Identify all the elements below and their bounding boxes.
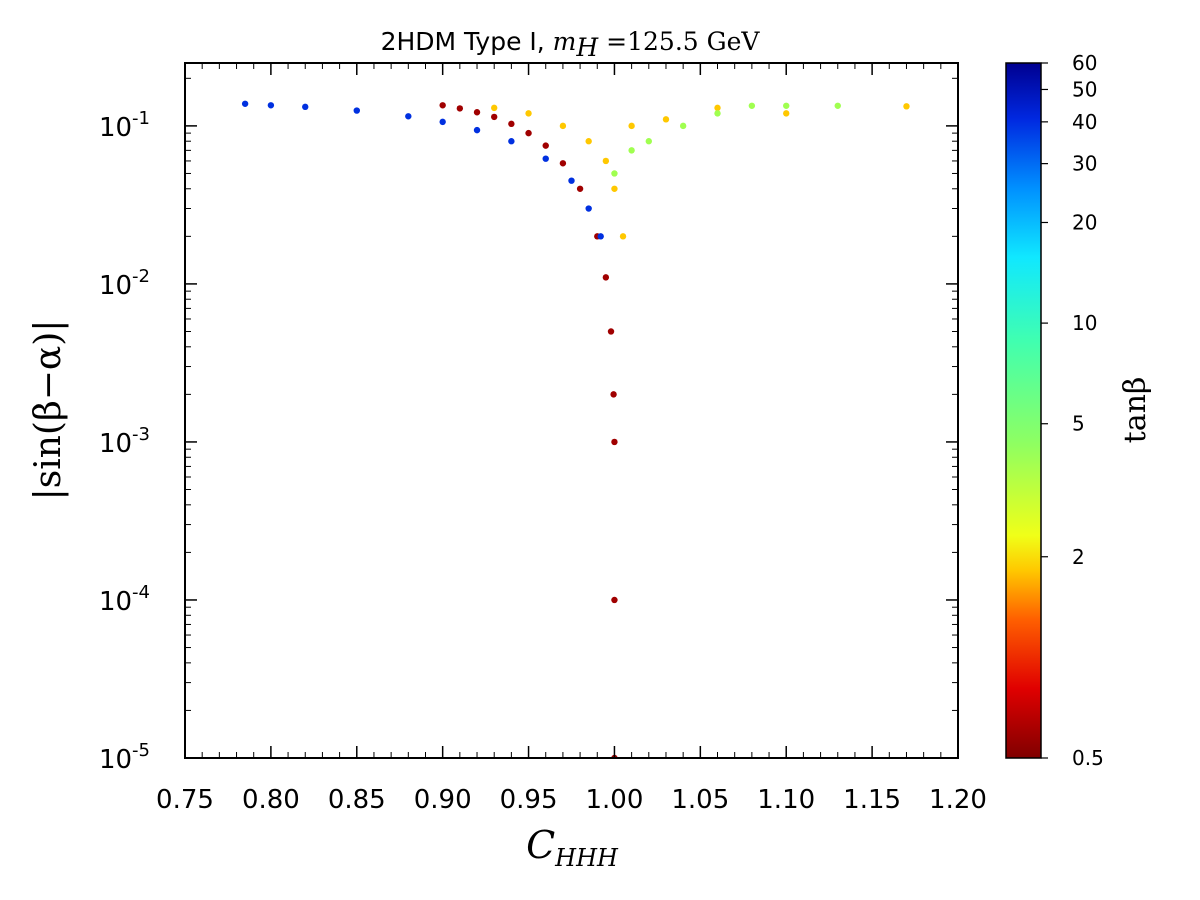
data-point [353,107,360,114]
data-point [241,100,249,107]
data-point [783,110,790,117]
x-tick-label: 1.20 [929,785,987,815]
data-point [473,126,481,134]
x-tick-label: 1.05 [671,785,729,815]
data-point [542,142,549,149]
data-point [576,185,584,192]
colorbar-tick-label: 2 [1072,545,1085,569]
y-axis-ticks: 10-1 10-2 10-3 10-4 10-5 [99,77,958,775]
data-point [611,185,618,192]
x-tick-label: 0.85 [328,785,386,815]
colorbar-tick-label: 5 [1072,412,1085,436]
data-point [610,391,617,398]
data-point [783,102,790,109]
y-axis-label: |sin(β−α)| [28,320,69,501]
colorbar-tick-label: 20 [1072,210,1097,234]
y-tick-label: 10-1 [99,108,150,143]
data-point [439,102,446,109]
colorbar-tick-label: 50 [1072,77,1097,101]
y-tick-label: 10-3 [99,424,150,459]
data-point [559,160,567,167]
colorbar-tick-label: 60 [1072,51,1097,75]
scatter-points [241,100,910,758]
x-tick-label: 0.95 [500,785,558,815]
y-tick-label: 10-4 [99,582,150,617]
data-point [611,438,618,446]
colorbar-tick-label: 10 [1072,311,1097,335]
data-point [568,177,575,184]
data-point [542,155,549,162]
data-point [602,274,610,281]
data-point [439,118,446,126]
data-point [679,122,687,130]
data-point [903,103,910,110]
data-point [714,104,721,112]
data-point [585,205,592,212]
data-point [473,109,481,116]
y-tick-label: 10-5 [99,740,150,775]
data-point [525,110,532,117]
x-axis-label: CHHH [526,823,619,872]
y-tick-label: 10-2 [99,266,150,301]
data-point [491,104,498,112]
data-point [597,233,604,240]
data-point [508,138,515,145]
data-point [748,102,756,109]
data-point [619,233,627,240]
colorbar-tick-label: 30 [1072,152,1097,176]
colorbar-tick-label: 0.5 [1072,746,1104,770]
x-tick-label: 1.10 [757,785,815,815]
colorbar-label: tanβ [1118,377,1153,444]
x-tick-label: 1.00 [585,785,643,815]
data-point [456,105,464,112]
data-point [628,147,635,154]
x-tick-label: 0.90 [414,785,472,815]
data-point [834,102,841,109]
data-point [714,110,721,117]
data-point [645,138,652,145]
data-point [267,102,275,109]
data-point [491,113,498,121]
data-point [525,129,532,137]
chart-title: 2HDM Type I, mH =125.5 GeV [381,27,761,62]
colorbar-tick-label: 40 [1072,110,1097,134]
x-tick-label: 0.75 [156,785,214,815]
data-point [611,170,618,177]
plot-frame [184,62,959,759]
x-tick-label: 0.80 [242,785,300,815]
x-axis-ticks: 0.75 0.80 0.85 0.90 0.95 1.00 1.05 1.10 1.15 1.20 [156,63,987,815]
data-point [559,122,567,130]
x-tick-label: 1.15 [843,785,901,815]
data-point [508,120,515,128]
data-point [611,596,618,604]
data-point [662,116,670,123]
data-point [607,328,615,335]
colorbar [1005,62,1042,759]
data-point [602,157,610,165]
data-point [302,103,309,111]
data-point [628,122,635,130]
data-point [405,113,412,120]
data-point [585,138,592,145]
